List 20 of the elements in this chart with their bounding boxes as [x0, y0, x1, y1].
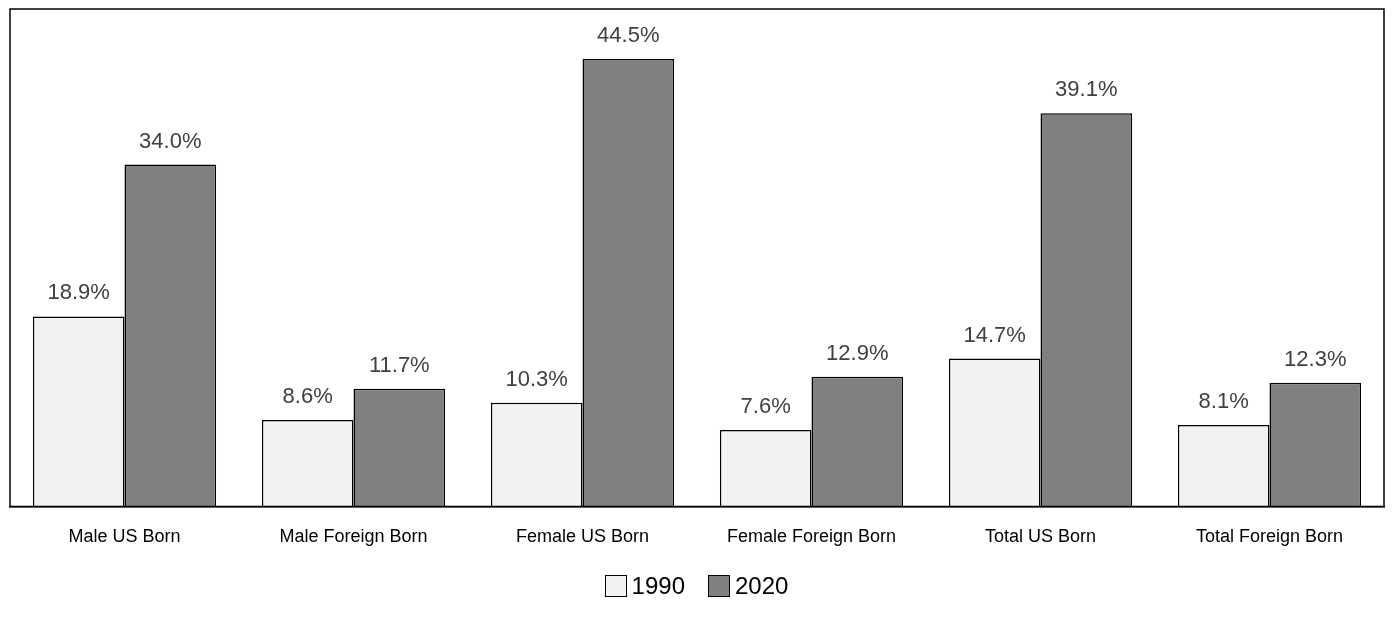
legend-label: 1990	[631, 572, 685, 600]
data-label: 12.9%	[826, 339, 889, 365]
x-tick-label: Female US Born	[515, 526, 650, 547]
data-label: 18.9%	[47, 279, 110, 305]
x-tick-label: Male US Born	[68, 526, 181, 547]
data-label: 34.0%	[139, 127, 202, 153]
data-label: 44.5%	[597, 22, 660, 48]
x-tick-label: Female Foreign Born	[726, 526, 897, 547]
data-label: 39.1%	[1055, 76, 1118, 102]
data-label: 11.7%	[368, 351, 430, 377]
data-label: 8.6%	[282, 383, 333, 408]
data-label: 7.6%	[740, 393, 791, 419]
legend-label: 2020	[735, 572, 789, 600]
data-label: 8.1%	[1198, 388, 1249, 414]
x-tick-label: Total Foreign Born	[1195, 526, 1344, 547]
x-tick-label: Total US Born	[984, 526, 1097, 547]
data-label: 14.7%	[963, 321, 1026, 347]
data-label: 10.3%	[505, 365, 568, 391]
data-label: 12.3%	[1284, 345, 1347, 371]
x-tick-label: Male Foreign Born	[279, 526, 428, 547]
